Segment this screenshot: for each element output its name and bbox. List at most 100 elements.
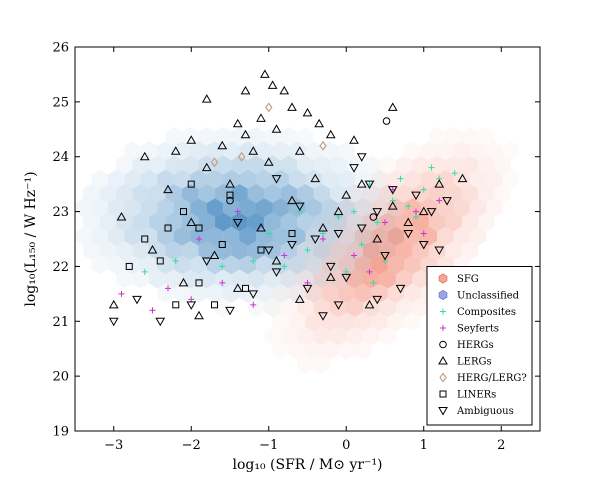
density-hex <box>387 226 405 246</box>
data-point-lergs <box>217 140 228 150</box>
density-hex <box>437 141 454 161</box>
density-hex <box>264 298 281 317</box>
data-point-liners <box>164 224 172 232</box>
data-point-ambiguous <box>294 202 305 212</box>
density-hex <box>330 155 347 175</box>
density-hex <box>502 169 520 189</box>
data-point-herg-lerg- <box>265 102 273 113</box>
data-point-lergs <box>271 255 282 265</box>
data-point-ambiguous <box>403 230 414 239</box>
data-point-ambiguous <box>333 301 344 310</box>
density-hex <box>297 269 314 289</box>
density-hex <box>288 340 306 360</box>
density-hex <box>330 241 347 260</box>
y-tick-label: 26 <box>52 41 69 56</box>
data-point-lergs <box>457 173 468 183</box>
density-hex <box>231 155 248 175</box>
density-hex <box>256 255 273 275</box>
data-point-ambiguous <box>271 268 282 277</box>
data-point-lergs <box>178 277 189 287</box>
data-point-lergs <box>263 157 274 166</box>
density-hex <box>124 198 141 218</box>
density-hex <box>354 312 372 332</box>
density-hex <box>321 283 339 303</box>
data-point-lergs <box>240 129 251 139</box>
data-point-liners <box>125 262 133 270</box>
data-point-lergs <box>139 151 150 161</box>
data-point-lergs <box>294 294 305 303</box>
y-axis-label: log₁₀(L₁₅₀ / W Hz⁻¹) <box>23 171 39 306</box>
density-hex <box>231 184 248 203</box>
density-hex <box>231 241 248 260</box>
data-point-ambiguous <box>263 246 274 255</box>
legend-marker-herg-lerg- <box>439 372 447 383</box>
data-point-composites <box>451 170 458 177</box>
density-hex <box>206 169 224 189</box>
data-point-ambiguous <box>325 262 336 272</box>
density-hex <box>412 298 429 317</box>
density-hex <box>363 326 380 346</box>
density-hex <box>387 169 405 189</box>
density-hex <box>486 198 503 218</box>
density-hex <box>321 255 339 275</box>
density-hex <box>239 169 256 189</box>
density-hex <box>165 155 182 175</box>
data-point-ambiguous <box>380 251 390 261</box>
density-hex <box>157 226 174 246</box>
legend-marker-sfg <box>438 273 448 284</box>
density-hex <box>214 269 232 289</box>
density-hex <box>99 212 117 232</box>
data-point-composites <box>428 164 435 171</box>
data-point-lergs <box>170 146 181 155</box>
density-hex <box>330 241 347 260</box>
data-point-composites <box>172 257 179 264</box>
density-hex <box>428 127 446 146</box>
data-point-lergs <box>372 233 383 243</box>
density-hex <box>379 212 396 232</box>
data-point-hergs <box>226 196 234 205</box>
data-point-composites <box>374 219 381 226</box>
density-hex <box>107 226 125 246</box>
density-hex <box>305 255 322 275</box>
data-point-liners <box>195 224 203 232</box>
density-hex <box>140 198 158 218</box>
density-hex <box>198 127 215 146</box>
density-hex <box>116 269 133 289</box>
density-hex <box>256 198 273 218</box>
data-point-ambiguous <box>318 312 328 321</box>
density-hex <box>140 169 158 189</box>
x-tick-label: 2 <box>497 438 505 453</box>
density-hex <box>206 141 224 161</box>
density-hex <box>313 184 330 203</box>
density-hex <box>486 169 503 189</box>
data-point-lergs <box>186 217 197 227</box>
density-hex <box>91 198 108 218</box>
density-hex <box>379 241 396 260</box>
density-hex <box>198 212 215 232</box>
density-hex <box>247 269 265 289</box>
x-axis-label: log₁₀ (SFR / M⊙ yr⁻¹) <box>232 457 382 473</box>
density-hex <box>198 184 215 203</box>
density-hex <box>264 184 281 203</box>
density-hex <box>214 127 232 146</box>
density-hex <box>165 127 182 146</box>
density-hex <box>272 255 289 275</box>
data-point-lergs <box>209 250 220 259</box>
density-hex <box>149 241 166 260</box>
density-hex <box>99 184 117 203</box>
density-hex <box>338 198 355 218</box>
data-point-lergs <box>201 94 212 103</box>
data-point-lergs <box>267 80 278 89</box>
density-hex <box>404 255 421 275</box>
density-hex <box>330 212 347 232</box>
data-point-lergs <box>108 299 119 309</box>
density-hex <box>231 212 248 232</box>
plot-frame <box>74 46 541 432</box>
density-hex <box>469 141 487 161</box>
density-hex <box>478 184 495 203</box>
density-hex <box>363 269 380 289</box>
data-point-composites <box>219 263 226 270</box>
density-hex <box>371 169 388 189</box>
density-hex <box>305 255 322 275</box>
density-hex <box>264 326 281 346</box>
